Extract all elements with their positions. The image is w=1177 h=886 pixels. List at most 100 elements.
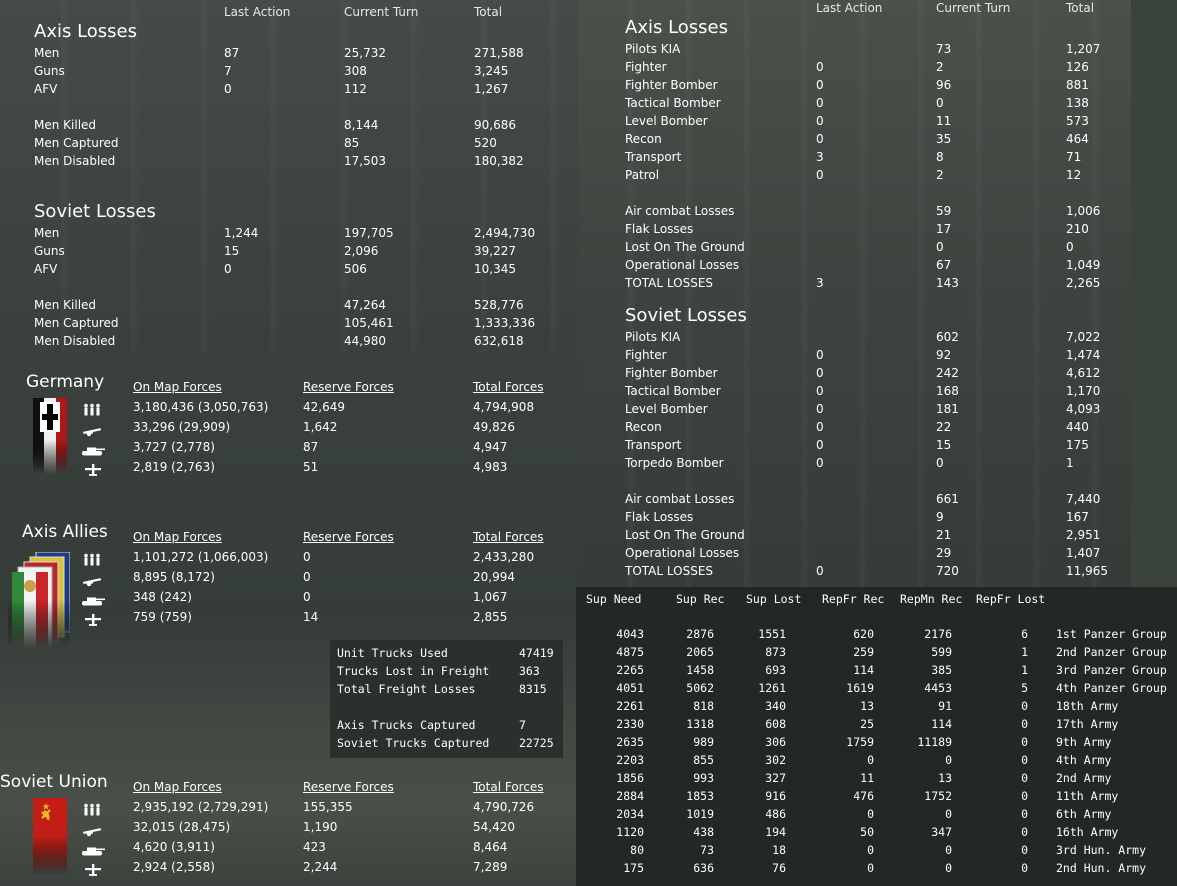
loss-row-current-turn: 181 [936, 402, 959, 416]
soviet-flag-icon [33, 798, 67, 874]
loss-row-total: 1,170 [1066, 384, 1101, 398]
force-on-map-value: 2,935,192 (2,729,291) [133, 800, 269, 814]
supply-cell: 0 [867, 753, 874, 767]
supply-cell: 1856 [616, 771, 644, 785]
supply-cell: 50 [860, 825, 874, 839]
loss-row-total: 10,345 [474, 262, 516, 276]
soviet-air-losses-title: Soviet Losses [625, 305, 747, 326]
infantry-icon [80, 402, 104, 416]
force-on-map-value: 8,895 (8,172) [133, 570, 215, 584]
supply-cell: 2203 [616, 753, 644, 767]
loss-row-current-turn: 73 [936, 42, 952, 56]
supply-cell: 91 [938, 699, 952, 713]
loss-row-label: Lost On The Ground [625, 240, 745, 254]
loss-row-current-turn: 105,461 [344, 316, 394, 330]
supply-cell: 4043 [616, 627, 644, 641]
force-on-map-value: 759 (759) [133, 610, 192, 624]
loss-row-label: Guns [34, 244, 65, 258]
force-reserve-value: 423 [303, 840, 326, 854]
loss-row-label: Fighter [625, 348, 667, 362]
loss-row-total: 7,440 [1066, 492, 1101, 506]
loss-row-label: Fighter Bomber [625, 78, 718, 92]
supply-unit-name: 9th Army [1056, 735, 1112, 749]
axis-allies-total-header: Total Forces [473, 530, 544, 544]
supply-cell: 259 [853, 645, 874, 659]
germany-flag-icon [33, 398, 67, 474]
axis-allies-flags-icon [8, 552, 70, 648]
loss-row-last-action: 0 [816, 438, 824, 452]
supply-cell: 347 [931, 825, 952, 839]
loss-row-label: Lost On The Ground [625, 528, 745, 542]
supply-column-header: RepMn Rec [900, 592, 963, 606]
axis-allies-reserve-header: Reserve Forces [303, 530, 394, 544]
supply-unit-name: 17th Army [1056, 717, 1119, 731]
supply-cell: 818 [693, 699, 714, 713]
loss-row-last-action: 0 [816, 60, 824, 74]
loss-row-last-action: 0 [816, 564, 824, 578]
loss-row-total: 90,686 [474, 118, 516, 132]
loss-row-label: Guns [34, 64, 65, 78]
loss-row-current-turn: 22 [936, 420, 952, 434]
supply-cell: 0 [1021, 843, 1028, 857]
force-total-value: 49,826 [473, 420, 515, 434]
force-on-map-value: 348 (242) [133, 590, 192, 604]
loss-row-label: Men Killed [34, 118, 97, 132]
supply-cell: 13 [938, 771, 952, 785]
germany-reserve-header: Reserve Forces [303, 380, 394, 394]
loss-row-label: AFV [34, 82, 58, 96]
supply-cell: 873 [765, 645, 786, 659]
loss-row-current-turn: 15 [936, 438, 952, 452]
supply-cell: 306 [765, 735, 786, 749]
supply-cell: 0 [867, 843, 874, 857]
truck-stat-label: Soviet Trucks Captured [337, 736, 490, 750]
loss-row-current-turn: 308 [344, 64, 367, 78]
loss-row-current-turn: 67 [936, 258, 952, 272]
truck-stat-label: Unit Trucks Used [337, 646, 448, 660]
tank-icon [80, 442, 105, 456]
supply-cell: 2330 [616, 717, 644, 731]
loss-row-label: Men Disabled [34, 334, 116, 348]
supply-column-header: RepFr Rec [822, 592, 885, 606]
loss-row-label: Recon [625, 132, 662, 146]
supply-cell: 636 [693, 861, 714, 875]
loss-row-label: Transport [625, 150, 682, 164]
loss-row-label: TOTAL LOSSES [625, 276, 714, 290]
loss-row-total: 138 [1066, 96, 1089, 110]
force-total-value: 4,794,908 [473, 400, 535, 414]
loss-row-current-turn: 2 [936, 60, 944, 74]
loss-row-total: 210 [1066, 222, 1089, 236]
loss-row-total: 4,612 [1066, 366, 1101, 380]
supply-cell: 385 [931, 663, 952, 677]
loss-row-current-turn: 44,980 [344, 334, 386, 348]
force-total-value: 1,067 [473, 590, 508, 604]
loss-row-last-action: 0 [816, 420, 824, 434]
loss-row-current-turn: 2 [936, 168, 944, 182]
force-reserve-value: 1,190 [303, 820, 338, 834]
supply-cell: 855 [693, 753, 714, 767]
supply-cell: 1318 [686, 717, 714, 731]
loss-row-current-turn: 92 [936, 348, 952, 362]
loss-row-total: 12 [1066, 168, 1082, 182]
loss-row-last-action: 0 [816, 402, 824, 416]
aircraft-icon [80, 612, 104, 626]
force-total-value: 8,464 [473, 840, 508, 854]
loss-row-total: 71 [1066, 150, 1082, 164]
supply-cell: 0 [1021, 861, 1028, 875]
supply-cell: 4453 [924, 681, 952, 695]
supply-unit-name: 16th Army [1056, 825, 1119, 839]
axis-allies-on-map-header: On Map Forces [133, 530, 222, 544]
loss-row-current-turn: 21 [936, 528, 952, 542]
loss-row-current-turn: 35 [936, 132, 952, 146]
header-total: Total [474, 5, 503, 19]
truck-stat-label: Axis Trucks Captured [337, 718, 476, 732]
force-on-map-value: 2,924 (2,558) [133, 860, 215, 874]
supply-cell: 25 [860, 717, 874, 731]
supply-cell: 2176 [924, 627, 952, 641]
loss-row-total: 175 [1066, 438, 1089, 452]
force-total-value: 20,994 [473, 570, 515, 584]
loss-row-label: Fighter Bomber [625, 366, 718, 380]
force-total-value: 54,420 [473, 820, 515, 834]
supply-column-header: RepFr Lost [976, 592, 1046, 606]
loss-row-last-action: 0 [816, 366, 824, 380]
loss-row-total: 2,494,730 [474, 226, 536, 240]
